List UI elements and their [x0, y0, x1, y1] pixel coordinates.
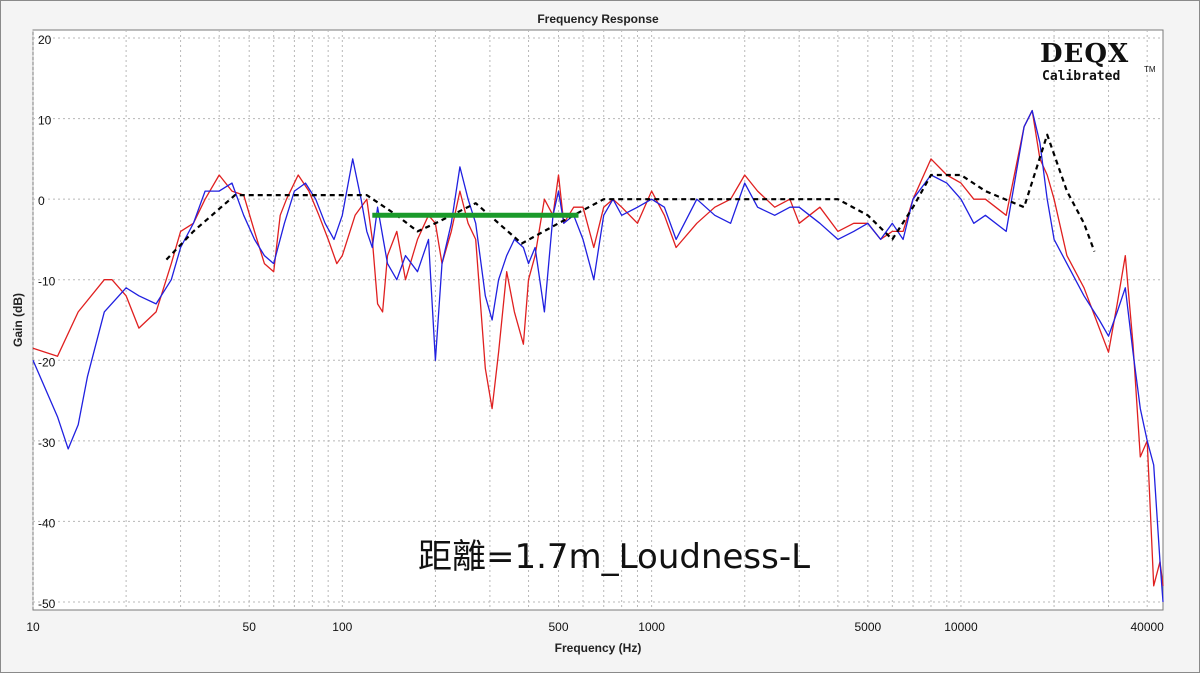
x-tick-label: 10000	[944, 620, 978, 634]
target-curve-line	[165, 133, 1096, 261]
y-tick-label: -10	[38, 275, 56, 289]
logo-tm-text: TM	[1144, 65, 1156, 74]
chart-title: Frequency Response	[537, 12, 659, 26]
tick-labels: 10 50 100 500 1000 5000 10000 4000020100-10-20-…	[26, 33, 1164, 634]
y-axis-label: Gain (dB)	[11, 293, 25, 347]
y-tick-label: 0	[38, 194, 45, 208]
series-group	[32, 109, 1164, 602]
plot-area	[32, 29, 1164, 611]
x-tick-label: 10	[26, 620, 40, 634]
y-tick-label: -30	[38, 436, 56, 450]
x-tick-label: 50	[243, 620, 257, 634]
x-tick-label: 40000	[1130, 620, 1164, 634]
logo-sub-text: Calibrated	[1042, 69, 1120, 84]
x-tick-label: 500	[549, 620, 569, 634]
logo-main-text: DEQX	[1040, 39, 1129, 69]
y-tick-label: -40	[38, 516, 56, 530]
y-tick-label: 20	[38, 33, 52, 47]
annotation-text: 距離=1.7m_Loudness-L	[418, 537, 810, 577]
x-tick-label: 100	[332, 620, 352, 634]
x-tick-label: 1000	[638, 620, 665, 634]
y-tick-label: -50	[38, 597, 56, 611]
y-tick-label: -20	[38, 355, 56, 369]
y-tick-label: 10	[38, 114, 52, 128]
x-axis-label: Frequency (Hz)	[555, 641, 642, 655]
deqx-logo: DEQX Calibrated TM	[1040, 39, 1156, 84]
x-tick-label: 5000	[854, 620, 881, 634]
